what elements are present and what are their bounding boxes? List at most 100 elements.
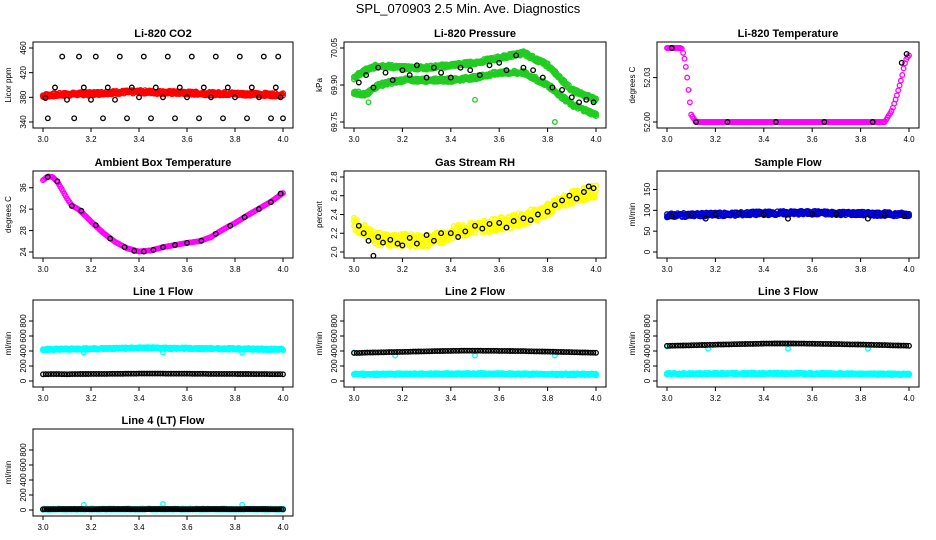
- series-outliers: [365, 96, 558, 125]
- y-tick-label: 0: [330, 378, 339, 383]
- data-point: [59, 53, 66, 60]
- data-point: [248, 84, 255, 91]
- x-tick-label: 3.0: [661, 265, 673, 274]
- x-tick-label: 3.4: [445, 265, 457, 274]
- x-tick-label: 3.2: [710, 135, 722, 144]
- series-dense: [351, 182, 599, 251]
- y-tick-label: 2.0: [330, 246, 339, 258]
- plot-frame: [32, 41, 294, 129]
- y-tick-label: 69.90: [330, 74, 339, 95]
- x-tick-label: 3.4: [445, 135, 457, 144]
- data-point: [188, 53, 195, 60]
- data-point: [152, 84, 159, 91]
- y-tick-label: 400: [19, 473, 28, 487]
- x-tick-label: 3.0: [348, 394, 360, 403]
- data-point: [256, 94, 262, 101]
- data-point: [136, 94, 142, 101]
- data-point: [76, 53, 82, 60]
- data-point: [224, 84, 231, 91]
- plot-title: Li-820 Temperature: [738, 28, 839, 40]
- y-tick-label: 32: [19, 204, 28, 213]
- x-tick-label: 3.8: [855, 135, 867, 144]
- x-tick-label: 3.2: [85, 265, 97, 274]
- data-point: [116, 53, 123, 60]
- y-tick-label: 600: [19, 329, 28, 343]
- y-tick-label: 200: [330, 359, 339, 373]
- data-point: [382, 69, 389, 76]
- data-point: [275, 53, 282, 60]
- y-tick-label: 0: [643, 378, 652, 383]
- x-tick-label: 3.6: [807, 135, 819, 144]
- x-tick-label: 4.0: [903, 135, 915, 144]
- data-point: [176, 84, 183, 91]
- data-point: [140, 53, 147, 60]
- x-tick-label: 4.0: [903, 265, 915, 274]
- data-point: [568, 94, 575, 101]
- x-tick-label: 3.2: [85, 394, 97, 403]
- data-point: [355, 79, 362, 86]
- x-tick-label: 4.0: [590, 265, 602, 274]
- y-tick-label: 24: [19, 247, 28, 256]
- plot-title: Line 1 Flow: [133, 286, 193, 298]
- x-tick-label: 3.4: [133, 523, 145, 532]
- x-tick-label: 3.8: [229, 523, 241, 532]
- data-point: [232, 94, 238, 101]
- data-point: [52, 84, 58, 91]
- x-tick-label: 3.8: [542, 135, 554, 144]
- x-tick-label: 4.0: [590, 135, 602, 144]
- data-point: [438, 69, 445, 76]
- series-dense: [40, 344, 286, 354]
- x-tick-label: 3.6: [181, 394, 193, 403]
- x-tick-label: 3.2: [710, 394, 722, 403]
- data-point: [895, 87, 902, 94]
- x-tick-label: 3.0: [37, 265, 49, 274]
- y-tick-label: 420: [19, 65, 28, 79]
- x-tick-label: 4.0: [277, 135, 289, 144]
- data-point: [164, 53, 171, 60]
- y-tick-label: 800: [19, 443, 28, 457]
- data-point: [236, 53, 243, 60]
- data-point: [370, 252, 377, 259]
- page-title: SPL_070903 2.5 Min. Ave. Diagnostics: [355, 1, 581, 16]
- data-point: [280, 115, 286, 122]
- y-tick-label: 800: [330, 314, 339, 328]
- x-tick-label: 3.8: [855, 394, 867, 403]
- y-axis-label: percent: [315, 200, 324, 227]
- data-point: [268, 115, 274, 122]
- data-point: [112, 96, 118, 103]
- y-tick-label: 2.2: [330, 227, 339, 239]
- data-point: [172, 115, 178, 122]
- plot-title: Gas Stream RH: [435, 157, 515, 169]
- x-tick-label: 3.4: [445, 394, 457, 403]
- x-tick-label: 3.8: [229, 265, 241, 274]
- y-tick-label: 400: [643, 344, 652, 358]
- x-tick-label: 3.8: [542, 265, 554, 274]
- data-point: [220, 115, 226, 122]
- data-point: [212, 53, 219, 60]
- y-axis-label: ml/min: [628, 203, 637, 227]
- data-point: [200, 84, 207, 91]
- data-point: [92, 53, 99, 60]
- x-tick-label: 3.2: [397, 135, 409, 144]
- x-tick-label: 3.6: [494, 265, 506, 274]
- y-tick-label: 400: [330, 344, 339, 358]
- y-tick-label: 200: [19, 359, 28, 373]
- plot-title: Sample Flow: [754, 157, 822, 169]
- y-tick-label: 340: [19, 115, 28, 129]
- data-point: [244, 115, 250, 122]
- x-tick-label: 3.4: [133, 135, 145, 144]
- data-point: [196, 115, 202, 122]
- series-dense: [351, 370, 599, 379]
- y-axis-label: ml/min: [315, 332, 324, 356]
- y-tick-label: 800: [643, 314, 652, 328]
- x-tick-label: 3.2: [85, 523, 97, 532]
- plot-title: Line 2 Flow: [445, 286, 505, 298]
- x-tick-label: 3.4: [758, 394, 770, 403]
- data-point: [682, 63, 689, 70]
- y-axis-label: degrees C: [4, 196, 13, 233]
- data-point: [184, 94, 190, 101]
- y-tick-label: 36: [19, 183, 28, 192]
